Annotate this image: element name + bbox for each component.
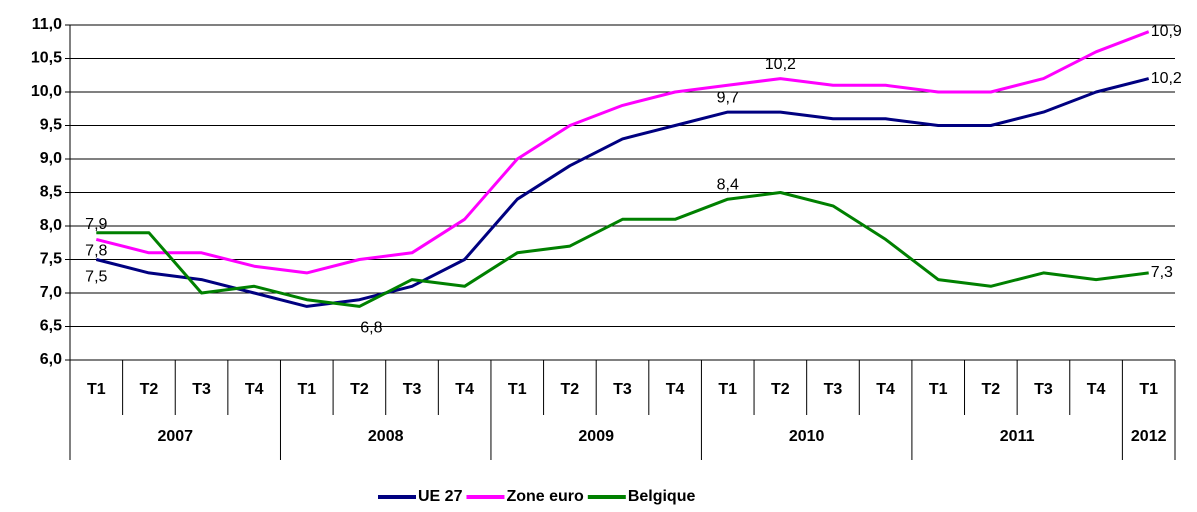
x-tick-label: T3 [1034,381,1053,398]
x-group-label: 2007 [157,428,193,445]
y-tick-label: 10,0 [31,83,62,100]
x-group-label: 2010 [789,428,825,445]
data-label: 8,4 [717,176,739,193]
x-tick-label: T1 [718,381,737,398]
data-label: 7,9 [85,216,107,233]
x-tick-label: T1 [1139,381,1158,398]
data-label: 10,2 [765,56,796,73]
x-tick-label: T4 [1087,381,1106,398]
data-label: 7,5 [85,269,107,286]
x-group-label: 2012 [1131,428,1167,445]
y-tick-label: 9,5 [40,117,62,134]
x-tick-label: T4 [666,381,685,398]
y-tick-label: 8,5 [40,184,62,201]
x-tick-label: T4 [455,381,474,398]
y-tick-label: 9,0 [40,150,62,167]
x-tick-label: T1 [929,381,948,398]
x-group-label: 2011 [1000,428,1035,445]
series-line [96,191,1149,308]
x-tick-label: T3 [192,381,211,398]
x-group-label: 2009 [578,428,614,445]
legend-label: UE 27 [418,488,463,505]
series-line [95,77,1150,308]
y-tick-label: 7,5 [40,251,62,268]
x-tick-label: T2 [981,381,1000,398]
x-tick-label: T2 [771,381,790,398]
y-tick-label: 6,0 [40,351,62,368]
data-label: 10,9 [1151,23,1182,40]
x-tick-label: T2 [140,381,159,398]
x-tick-label: T1 [87,381,106,398]
y-tick-label: 10,5 [31,50,62,67]
x-tick-label: T1 [508,381,527,398]
legend-label: Zone euro [506,488,584,505]
data-label: 7,3 [1151,264,1173,281]
x-tick-label: T1 [297,381,316,398]
data-label: 9,7 [717,89,739,106]
x-tick-label: T2 [350,381,369,398]
data-label: 6,8 [360,320,382,337]
x-group-label: 2008 [368,428,404,445]
legend-label: Belgique [628,488,696,505]
y-tick-label: 11,0 [32,16,62,33]
y-tick-label: 8,0 [40,217,62,234]
y-tick-label: 7,0 [40,284,62,301]
data-label: 10,2 [1151,70,1182,87]
series-line [95,30,1150,275]
x-tick-label: T2 [561,381,580,398]
x-tick-label: T4 [876,381,895,398]
x-tick-label: T3 [613,381,632,398]
x-tick-label: T3 [403,381,422,398]
data-label: 7,8 [85,243,107,260]
x-tick-label: T3 [824,381,843,398]
y-tick-label: 6,5 [40,318,62,335]
x-tick-label: T4 [245,381,264,398]
